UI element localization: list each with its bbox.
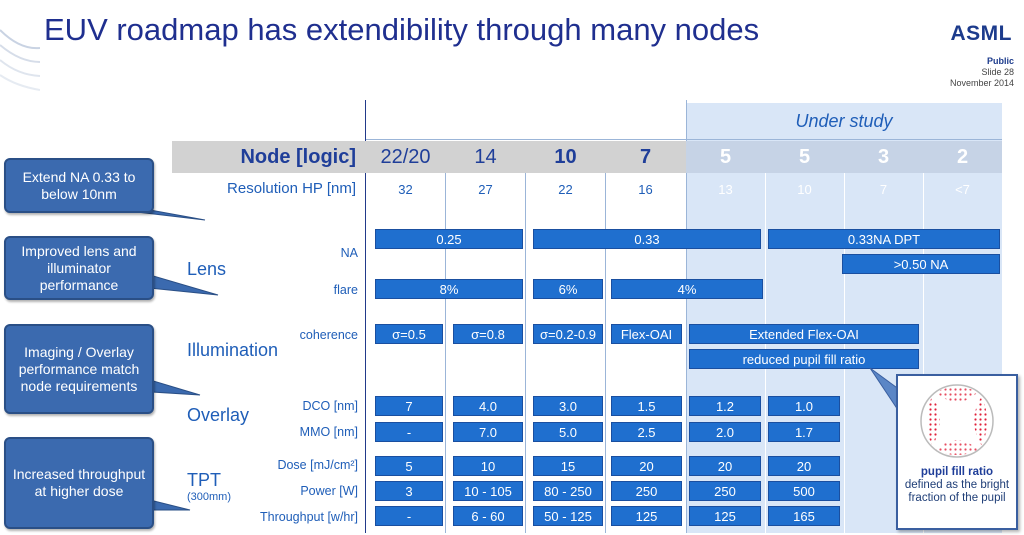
mmo-cell: 7.0: [453, 422, 523, 442]
section-lens: Lens: [187, 259, 227, 279]
coherence-bar: reduced pupil fill ratio: [689, 349, 919, 369]
swoosh-decoration: [0, 29, 40, 91]
node-row-study-bg: [686, 141, 1002, 173]
node-cell: 3: [877, 146, 890, 168]
callout-extend-na: Extend NA 0.33 to below 10nm: [4, 158, 154, 213]
throughput-cell: 125: [689, 506, 761, 526]
callout-lens: Improved lens and illuminator performanc…: [4, 236, 154, 300]
grid-line: [445, 141, 446, 533]
node-cell: 7: [639, 146, 652, 168]
dco-cell: 1.5: [611, 396, 682, 416]
node-cell: 14: [474, 146, 497, 168]
dose-cell: 20: [768, 456, 840, 476]
resolution-cell: <7: [955, 182, 970, 197]
pupil-title: pupil fill ratio: [920, 466, 994, 478]
pupil-description: pupil fill ratio defined as the bright f…: [898, 466, 1016, 505]
callout-imaging: Imaging / Overlay performance match node…: [4, 324, 154, 414]
label-flare: flare: [333, 283, 358, 297]
classification-label: Public: [986, 56, 1014, 66]
power-cell: 10 - 105: [453, 481, 523, 501]
label-na: NA: [340, 246, 358, 260]
grid-line: [923, 141, 924, 533]
coherence-bar: σ=0.8: [453, 324, 523, 344]
power-cell: 3: [375, 481, 443, 501]
coherence-bar: σ=0.5: [375, 324, 443, 344]
resolution-cell: 27: [478, 182, 493, 197]
node-cell: 10: [554, 146, 577, 168]
flare-bar: 8%: [375, 279, 523, 299]
dose-cell: 15: [533, 456, 603, 476]
section-overlay: Overlay: [187, 405, 250, 425]
grid-line: [525, 141, 526, 533]
dose-cell: 20: [689, 456, 761, 476]
throughput-cell: 125: [611, 506, 682, 526]
na-bar: 0.25: [375, 229, 523, 249]
node-cell: 2: [956, 146, 969, 168]
slide-title: EUV roadmap has extendibility through ma…: [44, 12, 760, 47]
node-cell: 22/20: [380, 146, 431, 168]
mmo-cell: 1.7: [768, 422, 840, 442]
throughput-cell: 6 - 60: [453, 506, 523, 526]
mmo-cell: -: [375, 422, 443, 442]
callout-throughput: Increased throughput at higher dose: [4, 437, 154, 529]
power-cell: 500: [768, 481, 840, 501]
label-dco: DCO [nm]: [302, 399, 358, 413]
dco-cell: 1.2: [689, 396, 761, 416]
section-tpt: TPT: [187, 470, 221, 490]
throughput-cell: 50 - 125: [533, 506, 603, 526]
coherence-bar: σ=0.2-0.9: [533, 324, 603, 344]
under-study-label: Under study: [795, 111, 893, 131]
node-label: Node [logic]: [240, 146, 356, 168]
label-throughput: Throughput [w/hr]: [260, 510, 358, 524]
resolution-cell: 16: [638, 182, 653, 197]
resolution-cell: 10: [797, 182, 812, 197]
na-bar: 0.33: [533, 229, 761, 249]
label-power: Power [W]: [300, 484, 358, 498]
section-tpt-sub: (300mm): [187, 491, 232, 503]
dose-cell: 10: [453, 456, 523, 476]
slide-number: Slide 28: [981, 67, 1014, 77]
dco-cell: 1.0: [768, 396, 840, 416]
resolution-label: Resolution HP [nm]: [227, 180, 356, 197]
pupil-icon: [920, 384, 994, 458]
na-bar: 0.33NA DPT: [768, 229, 1000, 249]
pupil-desc: defined as the bright fraction of the pu…: [904, 479, 1010, 504]
dose-cell: 20: [611, 456, 682, 476]
resolution-cell: 32: [398, 182, 413, 197]
label-mmo: MMO [nm]: [299, 425, 358, 439]
label-dose: Dose [mJ/cm²]: [277, 458, 358, 472]
flare-bar: 4%: [611, 279, 763, 299]
dco-cell: 3.0: [533, 396, 603, 416]
node-cell: 5: [798, 146, 811, 168]
coherence-bar: Extended Flex-OAI: [689, 324, 919, 344]
grid-line: [686, 100, 687, 533]
mmo-cell: 2.0: [689, 422, 761, 442]
resolution-cell: 7: [879, 182, 888, 197]
dose-cell: 5: [375, 456, 443, 476]
coherence-bar: Flex-OAI: [611, 324, 682, 344]
asml-logo: ASML: [950, 22, 1012, 45]
power-cell: 250: [689, 481, 761, 501]
resolution-cell: 13: [718, 182, 733, 197]
throughput-cell: -: [375, 506, 443, 526]
node-cell: 5: [719, 146, 732, 168]
mmo-cell: 5.0: [533, 422, 603, 442]
dco-cell: 4.0: [453, 396, 523, 416]
grid-line: [605, 141, 606, 533]
dco-cell: 7: [375, 396, 443, 416]
resolution-cell: 22: [558, 182, 573, 197]
slide-date: November 2014: [949, 78, 1014, 88]
grid-line: [365, 100, 366, 533]
power-cell: 80 - 250: [533, 481, 603, 501]
label-coherence: coherence: [299, 328, 358, 342]
na-bar: >0.50 NA: [842, 254, 1000, 274]
grid-line: [365, 139, 1002, 140]
section-illumination: Illumination: [187, 340, 279, 360]
mmo-cell: 2.5: [611, 422, 682, 442]
throughput-cell: 165: [768, 506, 840, 526]
power-cell: 250: [611, 481, 682, 501]
flare-bar: 6%: [533, 279, 603, 299]
